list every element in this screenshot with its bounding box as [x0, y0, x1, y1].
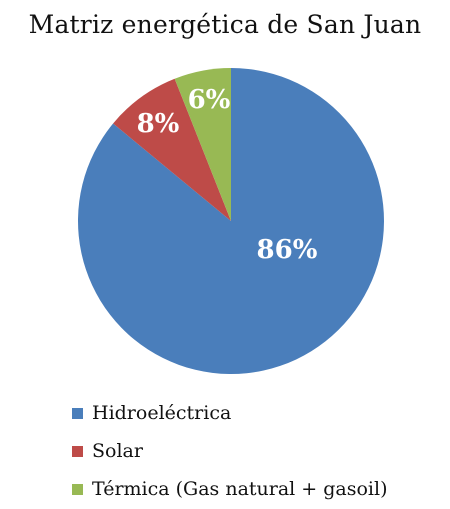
- legend: Hidroeléctrica Solar Térmica (Gas natura…: [72, 394, 388, 508]
- pie-slice-hidroelectrica: [77, 68, 384, 374]
- legend-label: Solar: [92, 440, 143, 462]
- chart-title: Matriz energética de San Juan: [28, 10, 422, 39]
- legend-item-solar: Solar: [72, 432, 388, 470]
- pie-slice-solar: [113, 78, 231, 221]
- pie-slice-termica: [174, 68, 231, 221]
- legend-swatch-termica: [72, 483, 83, 495]
- legend-item-hidroelectrica: Hidroeléctrica: [72, 394, 388, 432]
- legend-label: Hidroeléctrica: [92, 402, 232, 424]
- data-label-termica: 6%: [188, 85, 231, 115]
- legend-item-termica: Térmica (Gas natural + gasoil): [72, 470, 388, 508]
- data-label-hidroelectrica: 86%: [257, 235, 318, 265]
- legend-label: Térmica (Gas natural + gasoil): [92, 478, 388, 500]
- data-label-solar: 8%: [137, 109, 180, 139]
- legend-swatch-solar: [72, 445, 83, 457]
- legend-swatch-hidroelectrica: [72, 407, 83, 419]
